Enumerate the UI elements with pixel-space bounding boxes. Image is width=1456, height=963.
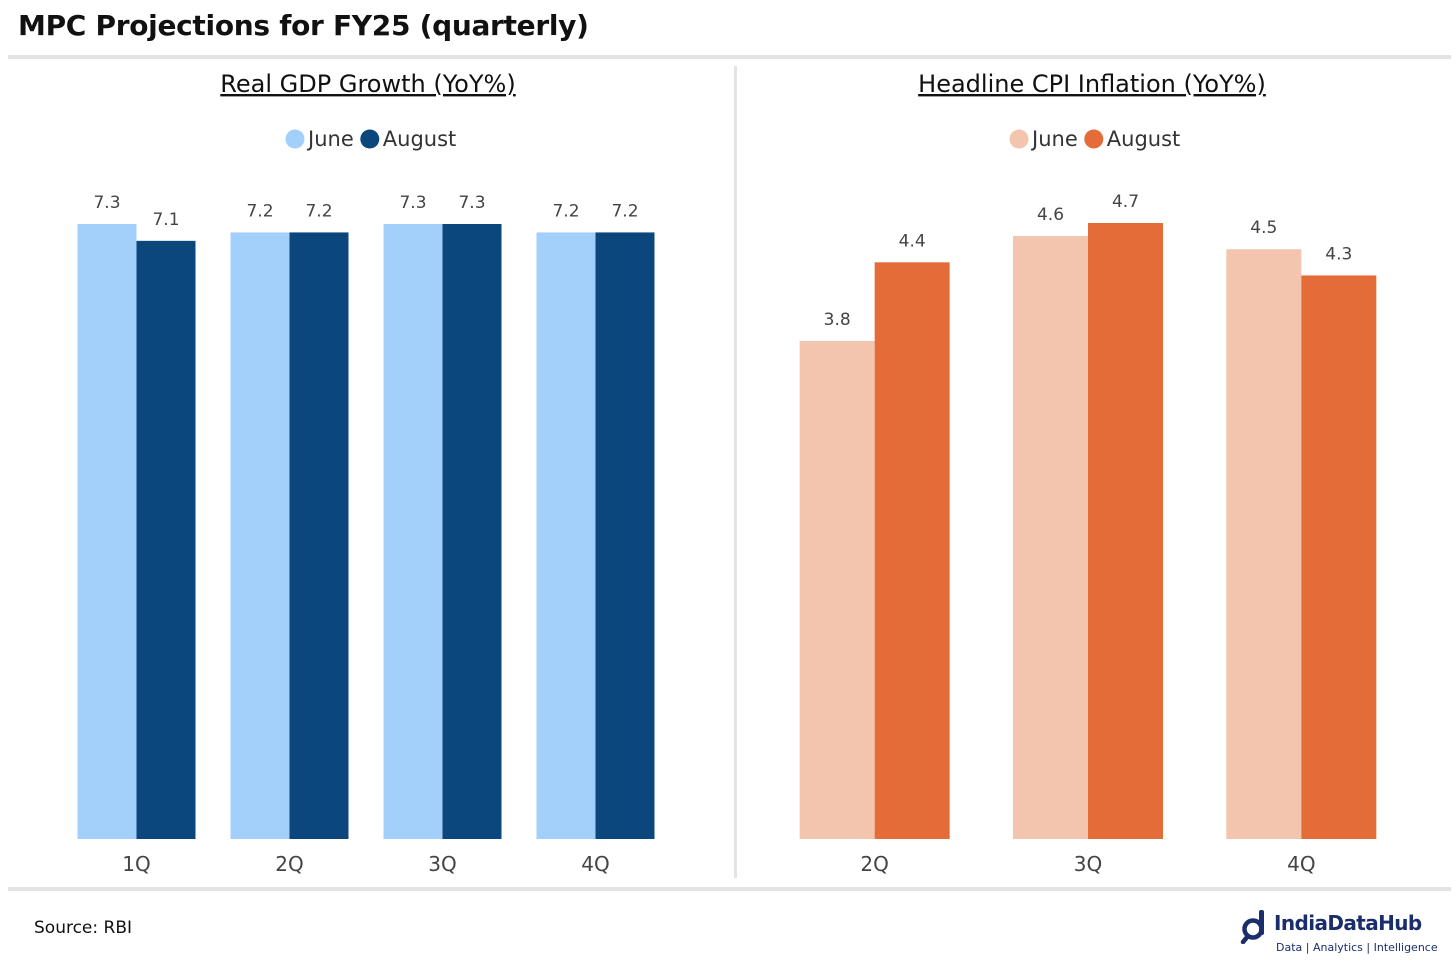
gdp-legend-june-label: June (306, 127, 354, 151)
gdp-xtick-1q: 1Q (122, 852, 150, 876)
gdp-bar-1q-june (77, 224, 137, 839)
gdp-xtick-3q: 3Q (428, 852, 456, 876)
cpi-label-2q-june: 3.8 (824, 310, 851, 330)
cpi-label-3q-august: 4.7 (1112, 192, 1139, 212)
cpi-xtick-4q: 4Q (1287, 852, 1315, 876)
cpi-bar-4q-june (1226, 249, 1302, 839)
gdp-label-4q-june: 7.2 (552, 201, 579, 221)
source-note: Source: RBI (34, 918, 133, 938)
cpi-xtick-2q: 2Q (860, 852, 888, 876)
cpi-legend-june-marker (1009, 129, 1029, 149)
gdp-bar-2q-august (289, 232, 349, 839)
gdp-label-1q-august: 7.1 (152, 210, 179, 230)
gdp-legend-august-label: August (383, 127, 457, 151)
cpi-bar-2q-june (799, 340, 875, 839)
gdp-legend-june-marker (285, 129, 305, 149)
magnifier-d-logo-icon (1240, 910, 1264, 944)
cpi-label-3q-june: 4.6 (1037, 205, 1064, 225)
cpi-label-4q-june: 4.5 (1250, 218, 1277, 238)
cpi-legend-august-marker (1084, 129, 1104, 149)
cpi-bar-3q-august (1088, 223, 1163, 839)
gdp-bar-3q-august (442, 224, 502, 839)
cpi-legend-june-label: June (1030, 127, 1078, 151)
gdp-bar-4q-august (595, 232, 655, 839)
gdp-bar-1q-august (136, 240, 196, 840)
bottom-divider (8, 887, 1451, 891)
gdp-label-1q-june: 7.3 (93, 193, 120, 213)
cpi-legend-august-label: August (1107, 127, 1181, 151)
gdp-xtick-2q: 2Q (275, 852, 303, 876)
cpi-label-4q-august: 4.3 (1325, 244, 1352, 264)
gdp-bar-2q-june (230, 232, 290, 839)
gdp-bar-3q-june (383, 224, 443, 839)
brand-name: IndiaDataHub (1274, 911, 1422, 935)
page-title: MPC Projections for FY25 (quarterly) (18, 9, 589, 42)
gdp-label-3q-august: 7.3 (458, 193, 485, 213)
gdp-bar-4q-june (536, 232, 596, 839)
cpi-chart-title: Headline CPI Inflation (YoY%) (918, 70, 1266, 98)
panel-divider (734, 66, 737, 878)
gdp-label-2q-august: 7.2 (305, 201, 332, 221)
gdp-chart-title: Real GDP Growth (YoY%) (220, 70, 515, 98)
cpi-bar-3q-june (1013, 236, 1088, 839)
brand-logo: IndiaDataHub Data | Analytics | Intellig… (1240, 908, 1452, 958)
cpi-bar-4q-august (1301, 275, 1377, 839)
gdp-label-2q-june: 7.2 (246, 201, 273, 221)
gdp-legend-august-marker (360, 129, 380, 149)
top-divider (8, 55, 1451, 59)
cpi-xtick-3q: 3Q (1074, 852, 1102, 876)
gdp-label-4q-august: 7.2 (611, 201, 638, 221)
cpi-bar-2q-august (874, 262, 950, 839)
gdp-xtick-4q: 4Q (581, 852, 609, 876)
gdp-label-3q-june: 7.3 (399, 193, 426, 213)
cpi-label-2q-august: 4.4 (899, 231, 926, 251)
brand-tagline: Data | Analytics | Intelligence (1276, 941, 1438, 954)
